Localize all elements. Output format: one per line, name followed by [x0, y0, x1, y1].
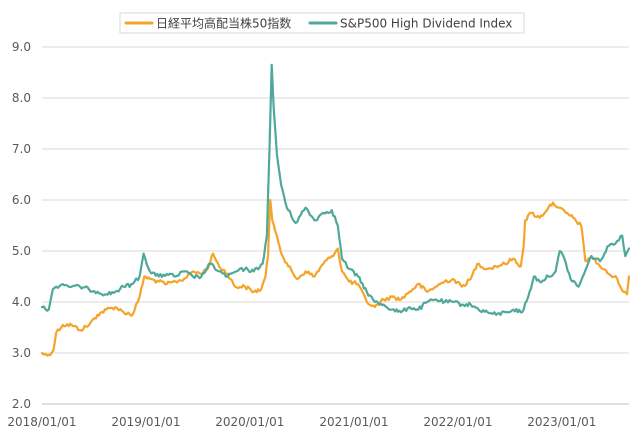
x-tick-label: 2020/01/01 — [215, 415, 284, 429]
series-line-nikkei — [40, 198, 631, 357]
legend-label-nikkei: 日経平均高配当株50指数 — [156, 16, 291, 31]
x-tick-label: 2018/01/01 — [7, 415, 76, 429]
legend: 日経平均高配当株50指数 S&P500 High Dividend Index — [119, 12, 525, 34]
y-tick-label: 8.0 — [12, 91, 31, 105]
plot-area — [40, 63, 631, 357]
y-tick-label: 5.0 — [12, 244, 31, 258]
y-tick-label: 2.0 — [12, 397, 31, 411]
y-tick-label: 7.0 — [12, 142, 31, 156]
x-tick-label: 2019/01/01 — [111, 415, 180, 429]
x-tick-label: 2022/01/01 — [423, 415, 492, 429]
gridlines — [42, 46, 629, 405]
y-tick-label: 4.0 — [12, 295, 31, 309]
y-axis: 2.0 3.0 4.0 5.0 6.0 7.0 8.0 9.0 — [12, 40, 31, 411]
series-line-sp500 — [40, 63, 631, 316]
y-tick-label: 3.0 — [12, 346, 31, 360]
legend-label-sp500: S&P500 High Dividend Index — [340, 17, 512, 31]
y-tick-label: 9.0 — [12, 40, 31, 54]
x-tick-label: 2023/01/01 — [527, 415, 596, 429]
x-axis: 2018/01/01 2019/01/01 2020/01/01 2021/01/01… — [7, 415, 596, 429]
y-tick-label: 6.0 — [12, 193, 31, 207]
x-tick-label: 2021/01/01 — [319, 415, 388, 429]
